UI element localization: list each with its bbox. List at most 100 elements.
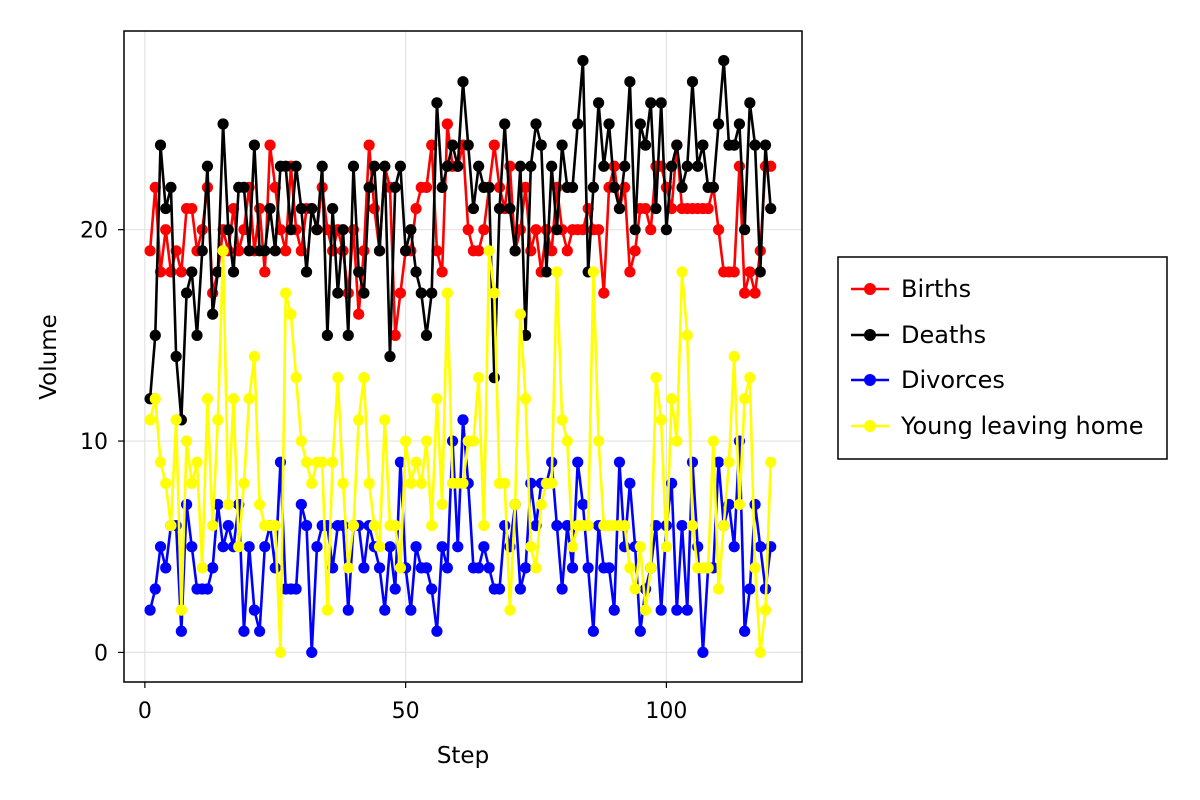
data-point-young-leaving-home: [306, 477, 318, 489]
data-point-deaths: [483, 181, 495, 194]
data-point-young-leaving-home: [238, 477, 250, 489]
data-point-births: [530, 224, 542, 236]
data-point-deaths: [686, 76, 699, 88]
data-point-divorces: [238, 625, 250, 637]
data-point-deaths: [368, 160, 380, 172]
data-point-young-leaving-home: [619, 519, 631, 532]
axes: 0 50 100 0 10 20: [80, 219, 687, 724]
data-point-divorces: [222, 519, 234, 532]
data-point-divorces: [749, 498, 761, 511]
data-point-young-leaving-home: [551, 266, 563, 278]
data-point-divorces: [243, 541, 255, 553]
data-point-divorces: [525, 477, 537, 489]
data-point-deaths: [337, 224, 349, 236]
data-point-divorces: [420, 562, 433, 574]
data-point-deaths: [441, 160, 453, 172]
data-point-divorces: [154, 541, 167, 553]
data-point-births: [744, 266, 756, 278]
data-point-deaths: [201, 160, 214, 172]
data-point-divorces: [519, 562, 532, 574]
data-point-young-leaving-home: [243, 393, 255, 405]
data-point-divorces: [394, 456, 407, 468]
data-point-deaths: [759, 139, 772, 151]
data-point-deaths: [577, 54, 589, 67]
data-point-deaths: [681, 160, 693, 172]
data-point-young-leaving-home: [593, 435, 605, 447]
data-point-births: [462, 224, 474, 236]
data-point-young-leaving-home: [530, 562, 542, 574]
data-point-divorces: [452, 541, 464, 553]
data-point-young-leaving-home: [723, 456, 735, 468]
data-point-young-leaving-home: [561, 435, 573, 447]
data-point-deaths: [327, 202, 339, 215]
data-point-divorces: [389, 583, 401, 595]
data-point-divorces: [551, 519, 563, 532]
data-point-young-leaving-home: [587, 266, 599, 278]
data-point-divorces: [728, 541, 740, 553]
data-point-young-leaving-home: [368, 519, 380, 532]
data-point-divorces: [566, 562, 579, 574]
data-point-deaths: [473, 160, 485, 172]
data-point-young-leaving-home: [405, 477, 417, 489]
data-point-divorces: [186, 541, 198, 553]
data-point-deaths: [207, 308, 219, 320]
data-point-births: [144, 245, 156, 257]
data-point-divorces: [379, 604, 391, 616]
data-point-deaths: [426, 287, 438, 299]
x-tick-label: 100: [645, 699, 687, 724]
y-tick-label: 0: [94, 641, 108, 666]
data-point-deaths: [295, 202, 307, 215]
data-point-divorces: [295, 498, 307, 511]
data-point-divorces: [603, 562, 615, 574]
data-point-deaths: [718, 54, 730, 67]
data-point-deaths: [546, 160, 558, 172]
data-point-deaths: [217, 118, 229, 130]
data-point-young-leaving-home: [248, 350, 260, 363]
data-point-deaths: [311, 224, 323, 236]
data-point-deaths: [666, 160, 678, 172]
data-point-young-leaving-home: [222, 498, 234, 511]
legend-marker-young-leaving-home: [864, 420, 876, 432]
data-point-deaths: [733, 118, 746, 130]
data-point-deaths: [540, 266, 553, 278]
data-point-young-leaving-home: [566, 541, 579, 553]
data-point-young-leaving-home: [201, 393, 214, 405]
data-point-young-leaving-home: [749, 562, 761, 574]
legend-entry-divorces: Divorces: [851, 366, 1005, 394]
data-point-divorces: [201, 583, 214, 595]
data-point-births: [733, 160, 746, 172]
data-point-young-leaving-home: [431, 393, 443, 405]
data-point-divorces: [290, 583, 302, 595]
data-point-deaths: [551, 224, 563, 236]
data-point-young-leaving-home: [499, 477, 511, 489]
data-point-young-leaving-home: [525, 541, 537, 553]
data-point-deaths: [154, 139, 167, 151]
data-point-deaths: [514, 160, 526, 172]
data-point-deaths: [342, 329, 354, 341]
data-point-young-leaving-home: [639, 604, 652, 616]
data-point-divorces: [358, 562, 370, 574]
data-point-births: [608, 160, 620, 172]
data-point-divorces: [676, 519, 688, 532]
series-deaths: [144, 54, 777, 426]
data-point-births: [436, 266, 448, 278]
data-point-deaths: [634, 118, 646, 130]
data-point-young-leaving-home: [295, 435, 307, 447]
data-point-young-leaving-home: [165, 519, 177, 532]
data-point-deaths: [452, 160, 464, 172]
data-point-deaths: [535, 139, 547, 151]
data-point-births: [280, 245, 292, 257]
legend-marker-births: [864, 283, 876, 295]
data-point-young-leaving-home: [191, 456, 203, 468]
data-point-young-leaving-home: [217, 245, 229, 257]
data-point-deaths: [603, 118, 615, 130]
data-point-divorces: [634, 625, 646, 637]
data-point-divorces: [655, 604, 667, 616]
data-point-young-leaving-home: [504, 604, 516, 616]
data-point-deaths: [728, 139, 740, 151]
data-point-deaths: [462, 139, 474, 151]
data-point-young-leaving-home: [300, 456, 313, 468]
data-point-births: [593, 224, 605, 236]
data-point-young-leaving-home: [660, 541, 673, 553]
data-point-divorces: [671, 604, 683, 616]
